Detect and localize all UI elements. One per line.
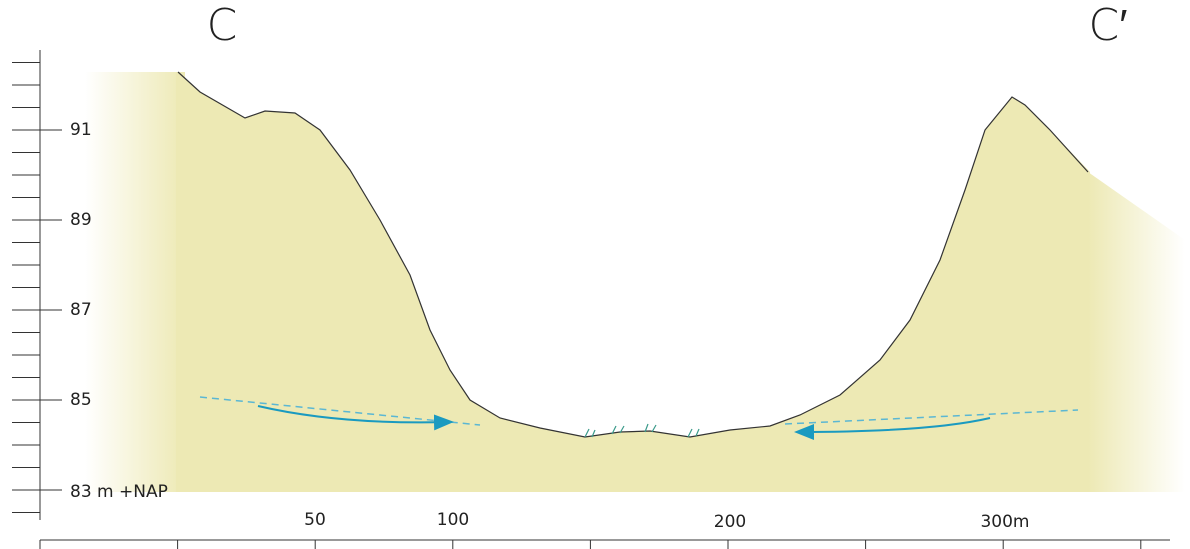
- y-axis: [12, 50, 62, 520]
- y-tick-label: 91: [70, 120, 92, 140]
- y-tick-label: 83 m +NAP: [70, 482, 168, 502]
- y-tick-label: 89: [70, 210, 92, 230]
- x-axis: [39, 539, 1170, 549]
- x-tick-label: 100: [437, 510, 469, 530]
- section-end-label: C′: [1089, 0, 1128, 51]
- y-tick-label: 87: [70, 300, 92, 320]
- section-start-label: C: [207, 0, 238, 51]
- flow-arrows: [257, 405, 991, 440]
- y-tick-label: 85: [70, 390, 92, 410]
- x-tick-label: 300m: [980, 512, 1029, 532]
- x-tick-label: 200: [714, 512, 746, 532]
- water-table: [199, 396, 1079, 426]
- terrain: [85, 71, 1185, 492]
- x-tick-label: 50: [304, 510, 326, 530]
